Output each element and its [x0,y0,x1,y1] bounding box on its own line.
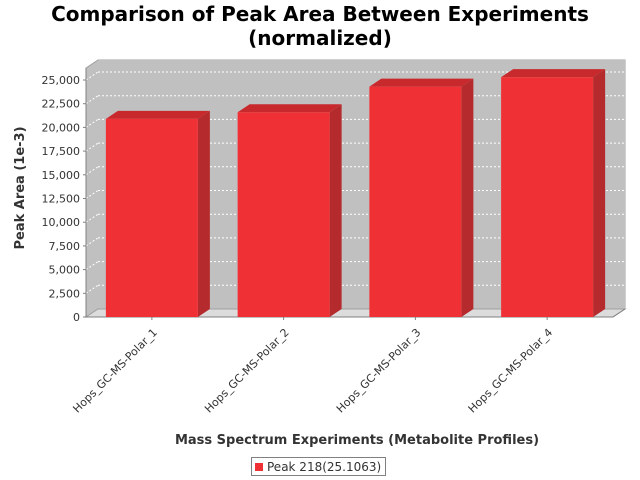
chart-title: Comparison of Peak Area Between Experime… [0,2,640,50]
grid-line-side [85,213,99,223]
x-tick-label: Hops_GC-MS-Polar_1 [70,326,160,416]
y-tick-label: 12,500 [42,193,81,206]
floor-right-edge [612,308,626,318]
y-tick-label: 7,500 [49,240,81,253]
bar-group [369,78,474,317]
bar-top [237,104,342,113]
bar-side [197,110,210,317]
y-tick-label: 17,500 [42,145,81,158]
grid-line-side [85,190,99,199]
legend-swatch [255,462,263,471]
legend: Peak 218(25.1063) [251,457,387,476]
bar-side [461,78,474,317]
x-tick-label: Hops_GC-MS-Polar_3 [334,326,424,416]
bar-group [237,104,342,318]
bar-group [105,110,210,317]
x-axis-title: Mass Spectrum Experiments (Metabolite Pr… [175,433,539,448]
grid-line-side [85,71,99,81]
x-tick-label: Hops_GC-MS-Polar_2 [202,326,292,416]
grid-line-side [85,166,99,176]
bar [369,86,462,317]
bar [105,118,198,317]
y-tick-label: 25,000 [42,74,81,87]
legend-label: Peak 218(25.1063) [267,459,382,474]
grid-line-side [85,95,99,105]
grid-line-side [85,284,99,294]
y-tick-label: 22,500 [42,98,81,111]
bar-top [105,110,210,119]
y-tick-label: 2,500 [49,287,81,300]
grid-line-side [85,237,99,247]
y-tick-label: 20,000 [42,121,81,134]
y-tick-label: 15,000 [42,169,81,182]
y-tick-label: 10,000 [42,216,81,229]
grid-line-side [85,118,99,128]
bar [237,112,330,318]
bar-top [369,78,474,87]
grid-line-side [85,261,99,271]
y-tick-label: 0 [73,311,80,324]
y-tick-label: 5,000 [49,264,81,277]
bar-top [501,69,606,78]
bar-side [329,104,342,318]
bar-side [593,69,606,317]
chart-title-line-2: (normalized) [248,26,392,50]
chart-title-line-1: Comparison of Peak Area Between Experime… [51,2,589,26]
y-axis-title: Peak Area (1e-3) [13,126,28,249]
x-tick-label: Hops_GC-MS-Polar_4 [466,326,556,416]
grid-line-side [85,142,99,152]
bar [501,77,594,317]
bar-group [501,69,606,317]
